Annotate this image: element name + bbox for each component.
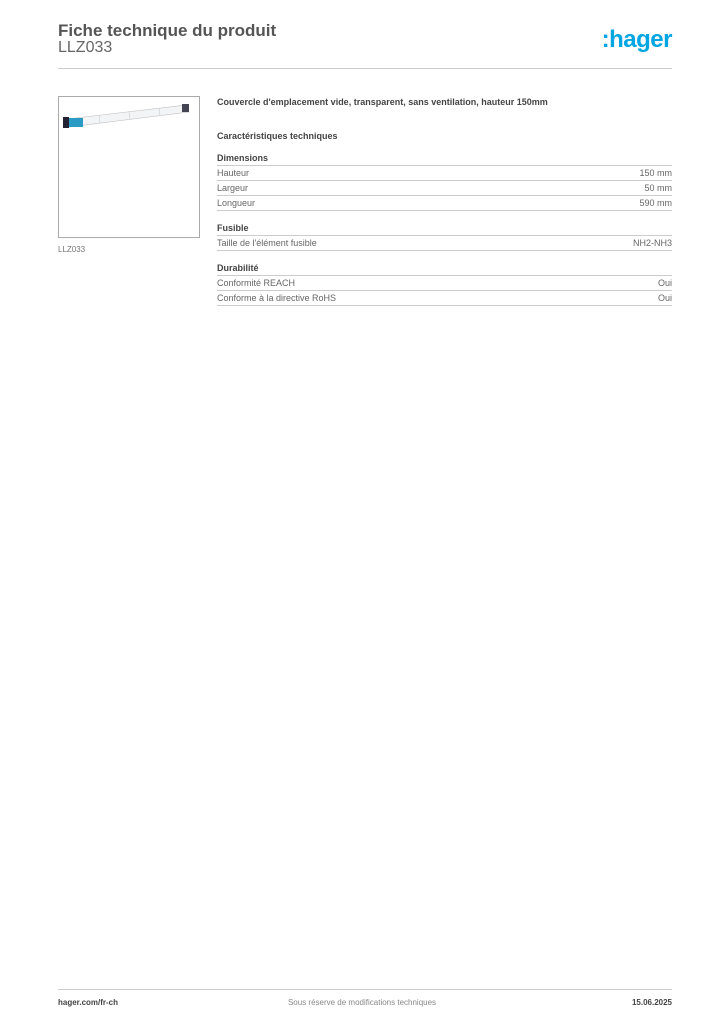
image-caption: LLZ033 bbox=[58, 245, 86, 254]
spec-value: NH2-NH3 bbox=[632, 238, 672, 248]
spec-value: Oui bbox=[657, 293, 672, 303]
spec-section-title: Dimensions bbox=[217, 153, 672, 166]
spec-label: Largeur bbox=[217, 183, 249, 193]
footer-divider bbox=[58, 989, 672, 990]
spec-row: Conforme à la directive RoHS Oui bbox=[217, 291, 672, 306]
product-illustration-icon bbox=[63, 104, 190, 128]
spec-section-title: Durabilité bbox=[217, 263, 672, 276]
spec-value: 590 mm bbox=[639, 198, 672, 208]
header-divider bbox=[58, 68, 672, 69]
spec-row: Taille de l'élément fusible NH2-NH3 bbox=[217, 236, 672, 251]
spec-value: 150 mm bbox=[639, 168, 672, 178]
specs-heading: Caractéristiques techniques bbox=[217, 131, 338, 141]
spec-label: Conformité REACH bbox=[217, 278, 296, 288]
product-reference: LLZ033 bbox=[58, 39, 113, 56]
spec-value: Oui bbox=[657, 278, 672, 288]
spec-label: Conforme à la directive RoHS bbox=[217, 293, 337, 303]
footer-disclaimer: Sous réserve de modifications techniques bbox=[287, 998, 437, 1007]
hager-logo: :hager bbox=[601, 26, 673, 53]
spec-row: Largeur 50 mm bbox=[217, 181, 672, 196]
page-title: Fiche technique du produit bbox=[58, 21, 277, 40]
spec-label: Longueur bbox=[217, 198, 256, 208]
spec-value: 50 mm bbox=[644, 183, 672, 193]
product-description: Couvercle d'emplacement vide, transparen… bbox=[217, 97, 548, 107]
spec-row: Longueur 590 mm bbox=[217, 196, 672, 211]
spec-label: Taille de l'élément fusible bbox=[217, 238, 317, 248]
spec-label: Hauteur bbox=[217, 168, 250, 178]
spec-row: Hauteur 150 mm bbox=[217, 166, 672, 181]
spec-row: Conformité REACH Oui bbox=[217, 276, 672, 291]
spec-panel: Couvercle d'emplacement vide, transparen… bbox=[217, 97, 672, 306]
product-image bbox=[58, 96, 200, 238]
footer-date: 15.06.2025 bbox=[631, 998, 672, 1007]
spec-section-title: Fusible bbox=[217, 223, 672, 236]
footer-website-link[interactable]: hager.com/fr-ch bbox=[58, 998, 119, 1007]
